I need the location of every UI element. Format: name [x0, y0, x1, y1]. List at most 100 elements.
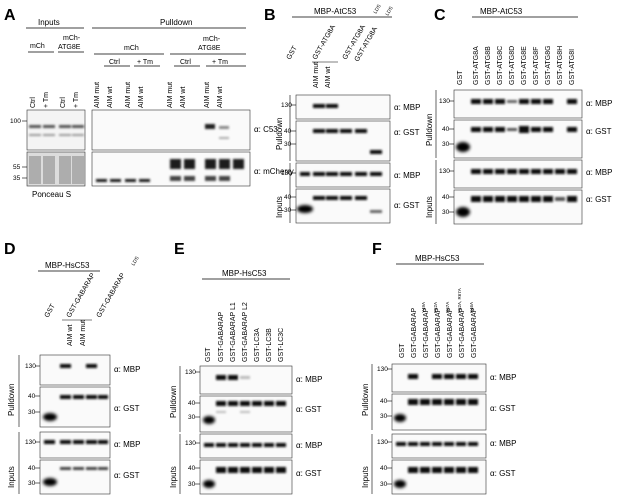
lane-sup: P52A, R67A [457, 288, 462, 313]
mw-marker: 35 [13, 175, 21, 182]
antibody-label: α: mCherry [254, 167, 294, 176]
panel-letter: F [372, 241, 382, 258]
panel-e: E MBP-HsC53 GST GST-GABARAP GST-GABARAP … [169, 241, 322, 495]
antibody-label: α: GST [490, 404, 516, 413]
panel-letter: E [174, 241, 185, 258]
section-label: Inputs [425, 196, 434, 218]
lane-sup: LDS [131, 255, 141, 267]
mw-marker: 30 [188, 414, 196, 421]
lane-label: GST-GABARAP [66, 272, 97, 319]
lane-label: GST-LC3A [254, 328, 261, 362]
mw-marker: 130 [377, 439, 388, 446]
lane-label: GST-GABARAP L1 [230, 302, 237, 362]
antibody-label: α: GST [394, 201, 420, 210]
lane-label: GST-GABARAP [218, 311, 225, 362]
mw-marker: 40 [188, 400, 196, 407]
header-label: MBP-HsC53 [45, 261, 90, 270]
lane-label: + Tm [43, 92, 50, 108]
lane-label: Ctrl [30, 97, 37, 108]
mw-marker: 40 [284, 128, 292, 135]
header-label: MBP-AtC53 [480, 7, 523, 16]
header-label: Pulldown [160, 18, 192, 27]
lane-label: GST [399, 343, 406, 358]
section-label: Inputs [7, 466, 16, 488]
antibody-label: α: GST [394, 128, 420, 137]
panel-a: A Inputs Pulldown mCh mCh- ATG8E mCh mCh… [4, 7, 294, 199]
section-label: Pulldown [425, 114, 434, 146]
mw-marker: 40 [380, 465, 388, 472]
mw-marker: 130 [439, 98, 450, 105]
stain-label: Ponceau S [32, 190, 71, 199]
mw-marker: 40 [380, 398, 388, 405]
lane-label: GST-ATG8A [312, 24, 338, 61]
group-label: mCh- [203, 36, 221, 43]
mw-marker: 30 [380, 413, 388, 420]
antibody-label: α: MBP [586, 99, 612, 108]
antibody-label: α: GST [586, 195, 612, 204]
lane-label: GST-GABARAP [435, 307, 442, 358]
lane-label: AIM mut [125, 82, 132, 108]
antibody-label: α: MBP [586, 168, 612, 177]
lane-label: GST-ATG8A [473, 46, 480, 85]
lane-labels: GST GST-GABARAP GST-GABARAP GST-GABARAP … [399, 288, 478, 358]
section-label: Inputs [275, 196, 284, 218]
lane-labels: GST GST-GABARAP GST-GABARAP L1 GST-GABAR… [205, 302, 285, 362]
antibody-label: α: MBP [114, 440, 140, 449]
lane-label: GST-GABARAP [447, 307, 454, 358]
lane-label: GST-GABARAP [459, 307, 466, 358]
mw-marker: 130 [25, 363, 36, 370]
lane-sup: P52A [433, 302, 438, 313]
lane-label: + Tm [73, 92, 80, 108]
panel-f: F MBP-HsC53 GST GST-GABARAP GST-GABARAP … [361, 241, 516, 495]
lane-label: GST-ATG8E [521, 46, 528, 85]
mw-marker: 30 [28, 409, 36, 416]
mw-marker: 130 [281, 170, 292, 177]
panel-letter: A [4, 7, 16, 24]
mw-marker: 30 [284, 141, 292, 148]
group-label: mCh- [63, 35, 81, 42]
group-label: ATG8E [58, 44, 81, 51]
header-label: MBP-AtC53 [314, 7, 357, 16]
lane-label: GST [457, 70, 464, 85]
panel-letter: C [434, 7, 446, 24]
lane-sup: K46A [469, 302, 474, 313]
antibody-label: α: GST [490, 469, 516, 478]
section-label: Inputs [169, 466, 178, 488]
lane-label: AIM mut [94, 82, 101, 108]
antibody-label: α: GST [296, 469, 322, 478]
lane-label: GST [205, 347, 212, 362]
condition-label: + Tm [137, 59, 153, 66]
antibody-label: α: MBP [490, 439, 516, 448]
lane-label: GST-ATG8I [569, 49, 576, 85]
mw-marker: 130 [281, 102, 292, 109]
mw-marker: 30 [380, 481, 388, 488]
mw-marker: 40 [442, 126, 450, 133]
mw-marker: 40 [28, 465, 36, 472]
lane-sup: LDS [373, 3, 383, 15]
condition-label: Ctrl [109, 59, 120, 66]
condition-label: Ctrl [180, 59, 191, 66]
panel-d: D MBP-HsC53 GST GST-GABARAP AIM wt AIM m… [4, 241, 141, 495]
antibody-label: α: GST [586, 127, 612, 136]
mw-marker: 130 [185, 440, 196, 447]
lane-label: AIM mut [204, 82, 211, 108]
antibody-label: α: MBP [296, 375, 322, 384]
group-label: ATG8E [198, 45, 221, 52]
antibody-label: α: MBP [114, 365, 140, 374]
antibody-label: α: MBP [296, 441, 322, 450]
antibody-label: α: MBP [490, 373, 516, 382]
lane-label: GST-GABARAP L2 [242, 302, 249, 362]
mw-marker: 130 [377, 366, 388, 373]
lane-label: AIM wt [217, 87, 224, 108]
lane-label: AIM mut [313, 62, 320, 88]
lane-sup: LDS [385, 5, 395, 17]
lane-label: Ctrl [60, 97, 67, 108]
lane-sup: Y49A [421, 302, 426, 313]
lane-label: AIM mut [167, 82, 174, 108]
mw-marker: 130 [25, 439, 36, 446]
mw-marker: 40 [284, 194, 292, 201]
antibody-label: α: GST [114, 471, 140, 480]
section-label: Pulldown [361, 384, 370, 416]
antibody-label: α: MBP [394, 171, 420, 180]
lane-label: GST-GABARAP [96, 272, 127, 319]
